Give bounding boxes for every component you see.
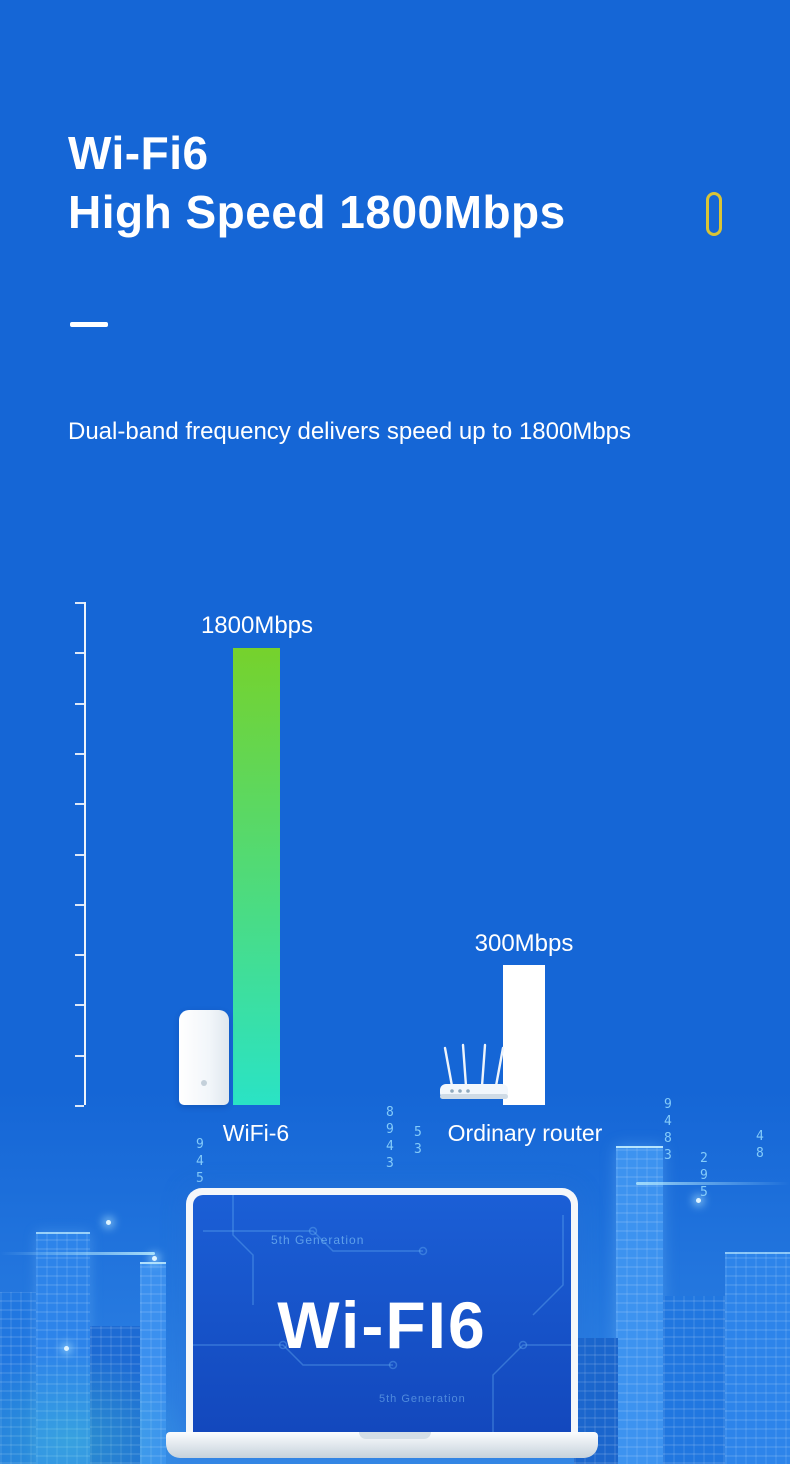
digit-stream: 5 3 — [414, 1125, 422, 1157]
light-streak — [0, 1252, 155, 1255]
digit-stream: 4 8 — [756, 1129, 764, 1161]
bar-wifi6 — [233, 648, 280, 1105]
category-label-wifi6: WiFi-6 — [222, 1120, 290, 1146]
sparkle-dot — [696, 1198, 701, 1203]
category-label-ordinary: Ordinary router — [447, 1120, 603, 1146]
ordinary-value-label: 300Mbps — [474, 930, 574, 957]
building — [616, 1146, 663, 1464]
axis-tick — [75, 853, 84, 856]
wifi6-router-image — [179, 1010, 229, 1105]
wifi6-value-label: 1800Mbps — [200, 612, 314, 639]
sparkle-dot — [64, 1346, 69, 1351]
digit-stream: 8 9 4 3 — [386, 1105, 394, 1171]
light-streak — [636, 1182, 790, 1185]
axis-tick — [75, 803, 84, 806]
building — [140, 1262, 166, 1464]
bar-ordinary — [503, 965, 545, 1105]
digit-stream: 9 4 5 — [196, 1137, 204, 1186]
axis-tick — [75, 702, 84, 705]
building — [90, 1326, 140, 1464]
teal-glow — [0, 1350, 190, 1464]
y-axis — [75, 602, 86, 1107]
capsule-accent-icon — [706, 192, 722, 236]
digit-stream: 2 9 5 — [700, 1151, 708, 1200]
axis-tick — [75, 1054, 84, 1057]
ordinary-router-icon — [440, 1043, 508, 1099]
title-divider — [70, 322, 108, 327]
sparkle-dot — [106, 1220, 111, 1225]
digit-stream: 9 4 8 3 — [664, 1097, 672, 1163]
title-line2: High Speed 1800Mbps — [68, 186, 566, 238]
page-title: Wi-Fi6 High Speed 1800Mbps — [68, 124, 566, 242]
axis-tick — [75, 954, 84, 957]
sparkle-dot — [152, 1256, 157, 1261]
building — [663, 1296, 725, 1464]
axis-tick — [75, 652, 84, 655]
building — [0, 1292, 36, 1464]
axis-tick — [75, 752, 84, 755]
axis-tick — [75, 602, 84, 604]
axis-tick — [75, 1105, 84, 1107]
building — [36, 1232, 90, 1464]
building — [725, 1252, 790, 1464]
axis-tick — [75, 903, 84, 906]
axis-tick — [75, 1004, 84, 1007]
title-line1: Wi-Fi6 — [68, 127, 209, 179]
subtitle: Dual-band frequency delivers speed up to… — [68, 418, 632, 445]
